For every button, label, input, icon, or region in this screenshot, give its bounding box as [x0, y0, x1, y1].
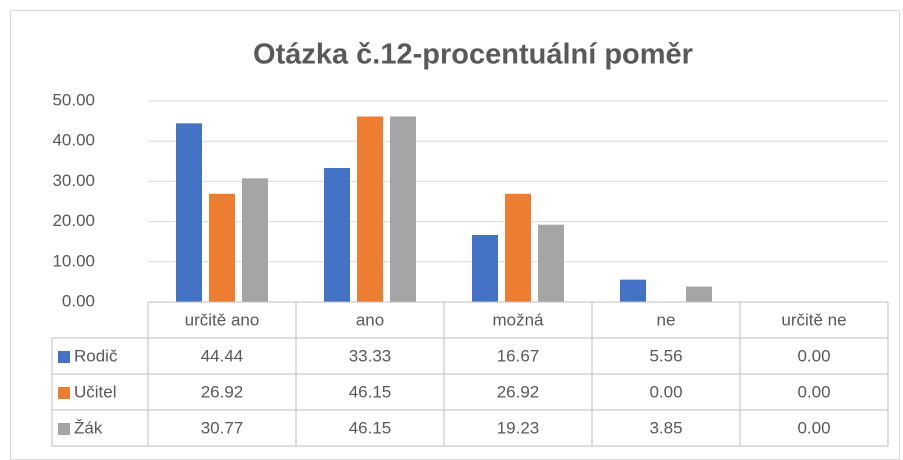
- table-cell: 33.33: [349, 346, 392, 365]
- bar: [209, 193, 235, 302]
- y-tick-label: 10.00: [52, 251, 95, 270]
- chart-border: [10, 10, 900, 460]
- legend-key: [58, 387, 70, 399]
- table-cell: 26.92: [497, 382, 540, 401]
- bar: [176, 123, 202, 302]
- x-tick-label: určitě ne: [781, 310, 846, 329]
- table-cell: 0.00: [797, 346, 830, 365]
- x-tick-label: určitě ano: [185, 310, 260, 329]
- table-cell: 44.44: [201, 346, 244, 365]
- table-cell: 30.77: [201, 418, 244, 437]
- y-tick-label: 30.00: [52, 171, 95, 190]
- bar: [505, 193, 531, 302]
- table-cell: 16.67: [497, 346, 540, 365]
- legend-key: [58, 423, 70, 435]
- table-cell: 3.85: [649, 418, 682, 437]
- y-tick-label: 0.00: [62, 291, 95, 310]
- bar: [357, 116, 383, 303]
- bar: [620, 279, 646, 302]
- bar: [538, 224, 564, 302]
- table-cell: 26.92: [201, 382, 244, 401]
- table-cell: 5.56: [649, 346, 682, 365]
- chart-title: Otázka č.12-procentuální poměr: [253, 39, 693, 71]
- legend-label: Rodič: [74, 346, 118, 365]
- x-tick-label: ne: [657, 310, 676, 329]
- legend-key: [58, 351, 70, 363]
- bar: [390, 116, 416, 303]
- bar: [686, 286, 712, 302]
- table-cell: 46.15: [349, 418, 392, 437]
- y-tick-label: 20.00: [52, 211, 95, 230]
- bar: [242, 178, 268, 302]
- x-tick-label: možná: [492, 310, 544, 329]
- bar: [472, 234, 498, 302]
- table-cell: 0.00: [797, 418, 830, 437]
- table-cell: 46.15: [349, 382, 392, 401]
- table-cell: 0.00: [797, 382, 830, 401]
- bar: [324, 168, 350, 302]
- legend-label: Žák: [74, 418, 103, 437]
- y-tick-label: 40.00: [52, 131, 95, 150]
- x-tick-label: ano: [356, 310, 384, 329]
- y-tick-label: 50.00: [52, 90, 95, 109]
- table-cell: 19.23: [497, 418, 540, 437]
- table-cell: 0.00: [649, 382, 682, 401]
- legend-label: Učitel: [74, 382, 117, 401]
